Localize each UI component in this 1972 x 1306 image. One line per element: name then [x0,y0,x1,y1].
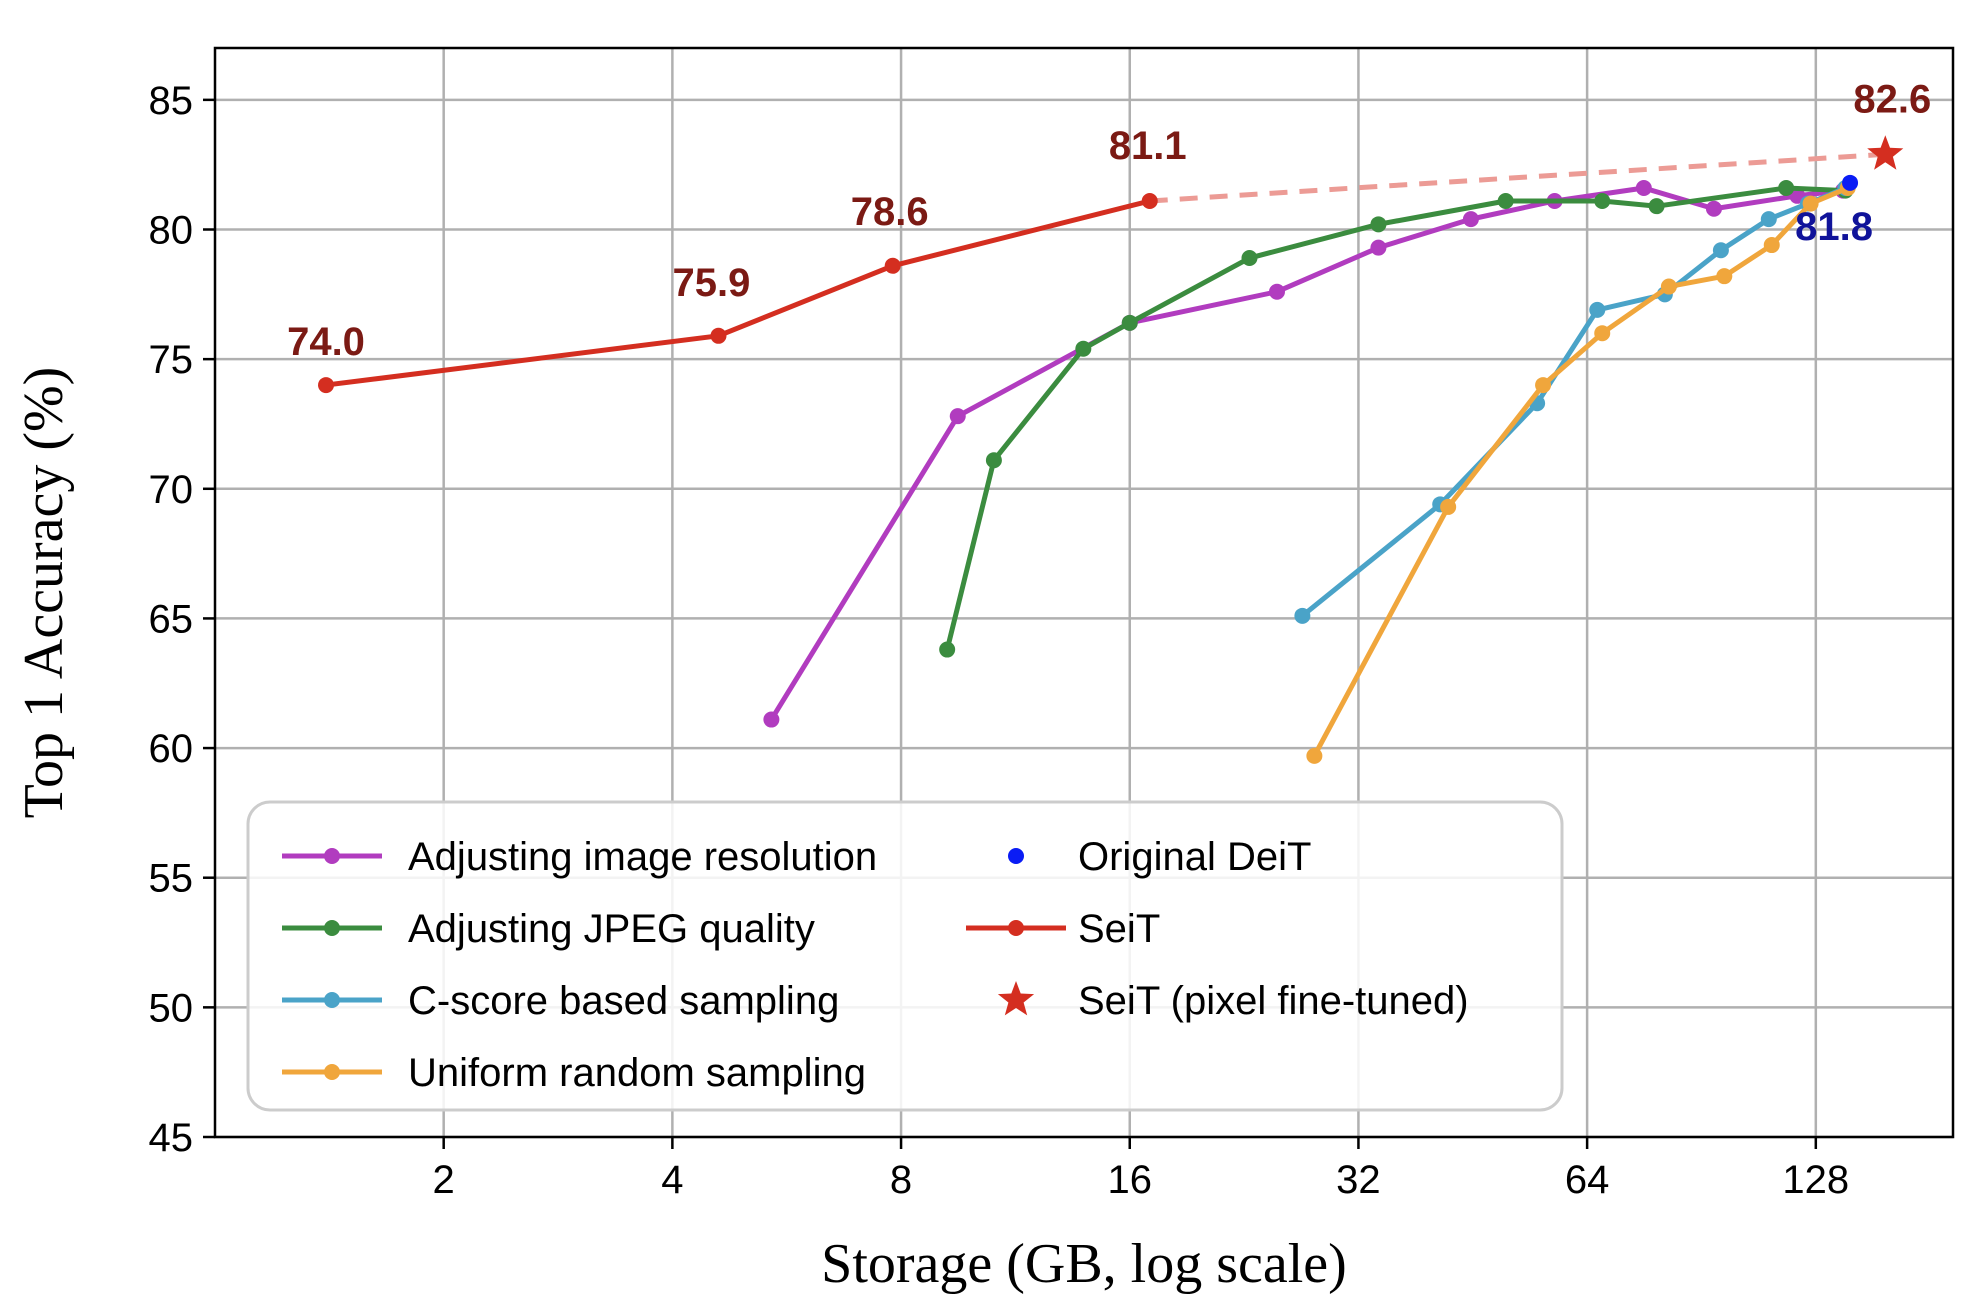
axis-ticks: 2 4 8 16 32 64 128 45 50 55 60 65 70 75 80 85 [149,79,1850,1202]
x-tick-label: 32 [1336,1158,1381,1202]
y-tick-label: 60 [149,727,194,771]
legend-marker [324,920,340,936]
data-point [1075,340,1092,357]
data-point [1535,377,1552,394]
legend-entry: Adjusting image resolution [282,835,877,879]
data-point [1648,198,1665,215]
annotations: 74.0 75.9 78.6 81.1 82.6 81.8 [287,77,1931,364]
data-point [1763,237,1780,254]
star-point [1867,135,1904,170]
x-tick-label: 128 [1782,1158,1849,1202]
data-point [939,641,956,658]
value-annotation: 82.6 [1853,77,1931,121]
y-tick-label: 45 [149,1116,194,1160]
series-layer [318,135,1904,764]
legend-entry: Uniform random sampling [282,1051,866,1095]
data-point [949,408,966,425]
data-point [985,452,1002,469]
legend-marker [1008,920,1024,936]
y-tick-label: 70 [149,468,194,512]
legend-entry: SeiT (pixel fine-tuned) [997,979,1469,1023]
y-tick-label: 85 [149,79,194,123]
legend-marker [324,848,340,864]
data-point [1241,250,1258,267]
y-tick-label: 50 [149,986,194,1030]
value-annotation: 78.6 [851,190,929,234]
data-point [1712,242,1729,259]
data-point [1705,200,1722,217]
series-seit-pixel-fine-tuned- [1867,135,1904,170]
x-axis-title: Storage (GB, log scale) [821,1233,1347,1295]
legend-label: Adjusting image resolution [408,835,877,879]
data-point [1594,325,1611,342]
y-tick-label: 65 [149,597,194,641]
data-point [1778,180,1795,197]
y-axis-title: Top 1 Accuracy (%) [13,367,75,819]
data-point [1370,239,1387,256]
data-point [1589,301,1606,318]
legend-entry: Adjusting JPEG quality [282,907,815,951]
legend-marker [324,1064,340,1080]
series-line [325,198,1151,388]
data-point [763,711,780,728]
x-tick-label: 64 [1565,1158,1610,1202]
y-tick-label: 75 [149,338,194,382]
legend-box [246,800,1564,1112]
data-point [1660,278,1677,295]
data-point [1716,268,1733,285]
data-point [1306,747,1323,764]
data-point [318,377,335,394]
data-point [1268,283,1285,300]
legend-star [997,981,1035,1016]
legend: Adjusting image resolution Adjusting JPEG… [246,800,1564,1112]
legend-label: SeiT [1078,907,1160,951]
value-annotation: 74.0 [287,320,365,364]
data-point [1594,192,1611,209]
y-tick-label: 55 [149,857,194,901]
data-point [1497,192,1514,209]
data-point [1760,211,1777,228]
data-point [884,257,901,274]
series-adjusting-jpeg-quality [939,180,1854,658]
data-point [1440,498,1457,515]
legend-entry: SeiT [966,907,1160,951]
value-annotation: 75.9 [673,261,751,305]
value-annotation: 81.8 [1795,205,1873,249]
data-point [1121,314,1138,331]
x-tick-label: 4 [661,1158,683,1202]
y-tick-label: 80 [149,209,194,253]
value-annotation: 81.1 [1109,124,1187,168]
legend-label: C-score based sampling [408,979,839,1023]
data-point [1294,607,1311,624]
legend-entry: Original DeiT [1008,835,1311,879]
series-uniform-random-sampling [1306,180,1856,764]
data-point [1802,195,1819,212]
data-point [1462,211,1479,228]
legend-entry: C-score based sampling [282,979,839,1023]
legend-label: Original DeiT [1078,835,1311,879]
data-point [1141,192,1158,209]
data-point [1370,216,1387,233]
series-original-deit [1842,174,1859,191]
series-seit [318,192,1158,394]
data-point [710,327,727,344]
plot-frame [213,46,1955,1139]
legend-label: Adjusting JPEG quality [408,907,815,951]
legend-marker [324,992,340,1008]
x-tick-label: 16 [1107,1158,1152,1202]
x-tick-label: 8 [890,1158,912,1202]
x-tick-label: 2 [433,1158,455,1202]
legend-label: SeiT (pixel fine-tuned) [1078,979,1469,1023]
data-point [1635,180,1652,197]
data-point [1842,174,1859,191]
legend-marker [1008,848,1024,864]
seit-extension-line [1149,151,1886,204]
legend-label: Uniform random sampling [408,1051,866,1095]
